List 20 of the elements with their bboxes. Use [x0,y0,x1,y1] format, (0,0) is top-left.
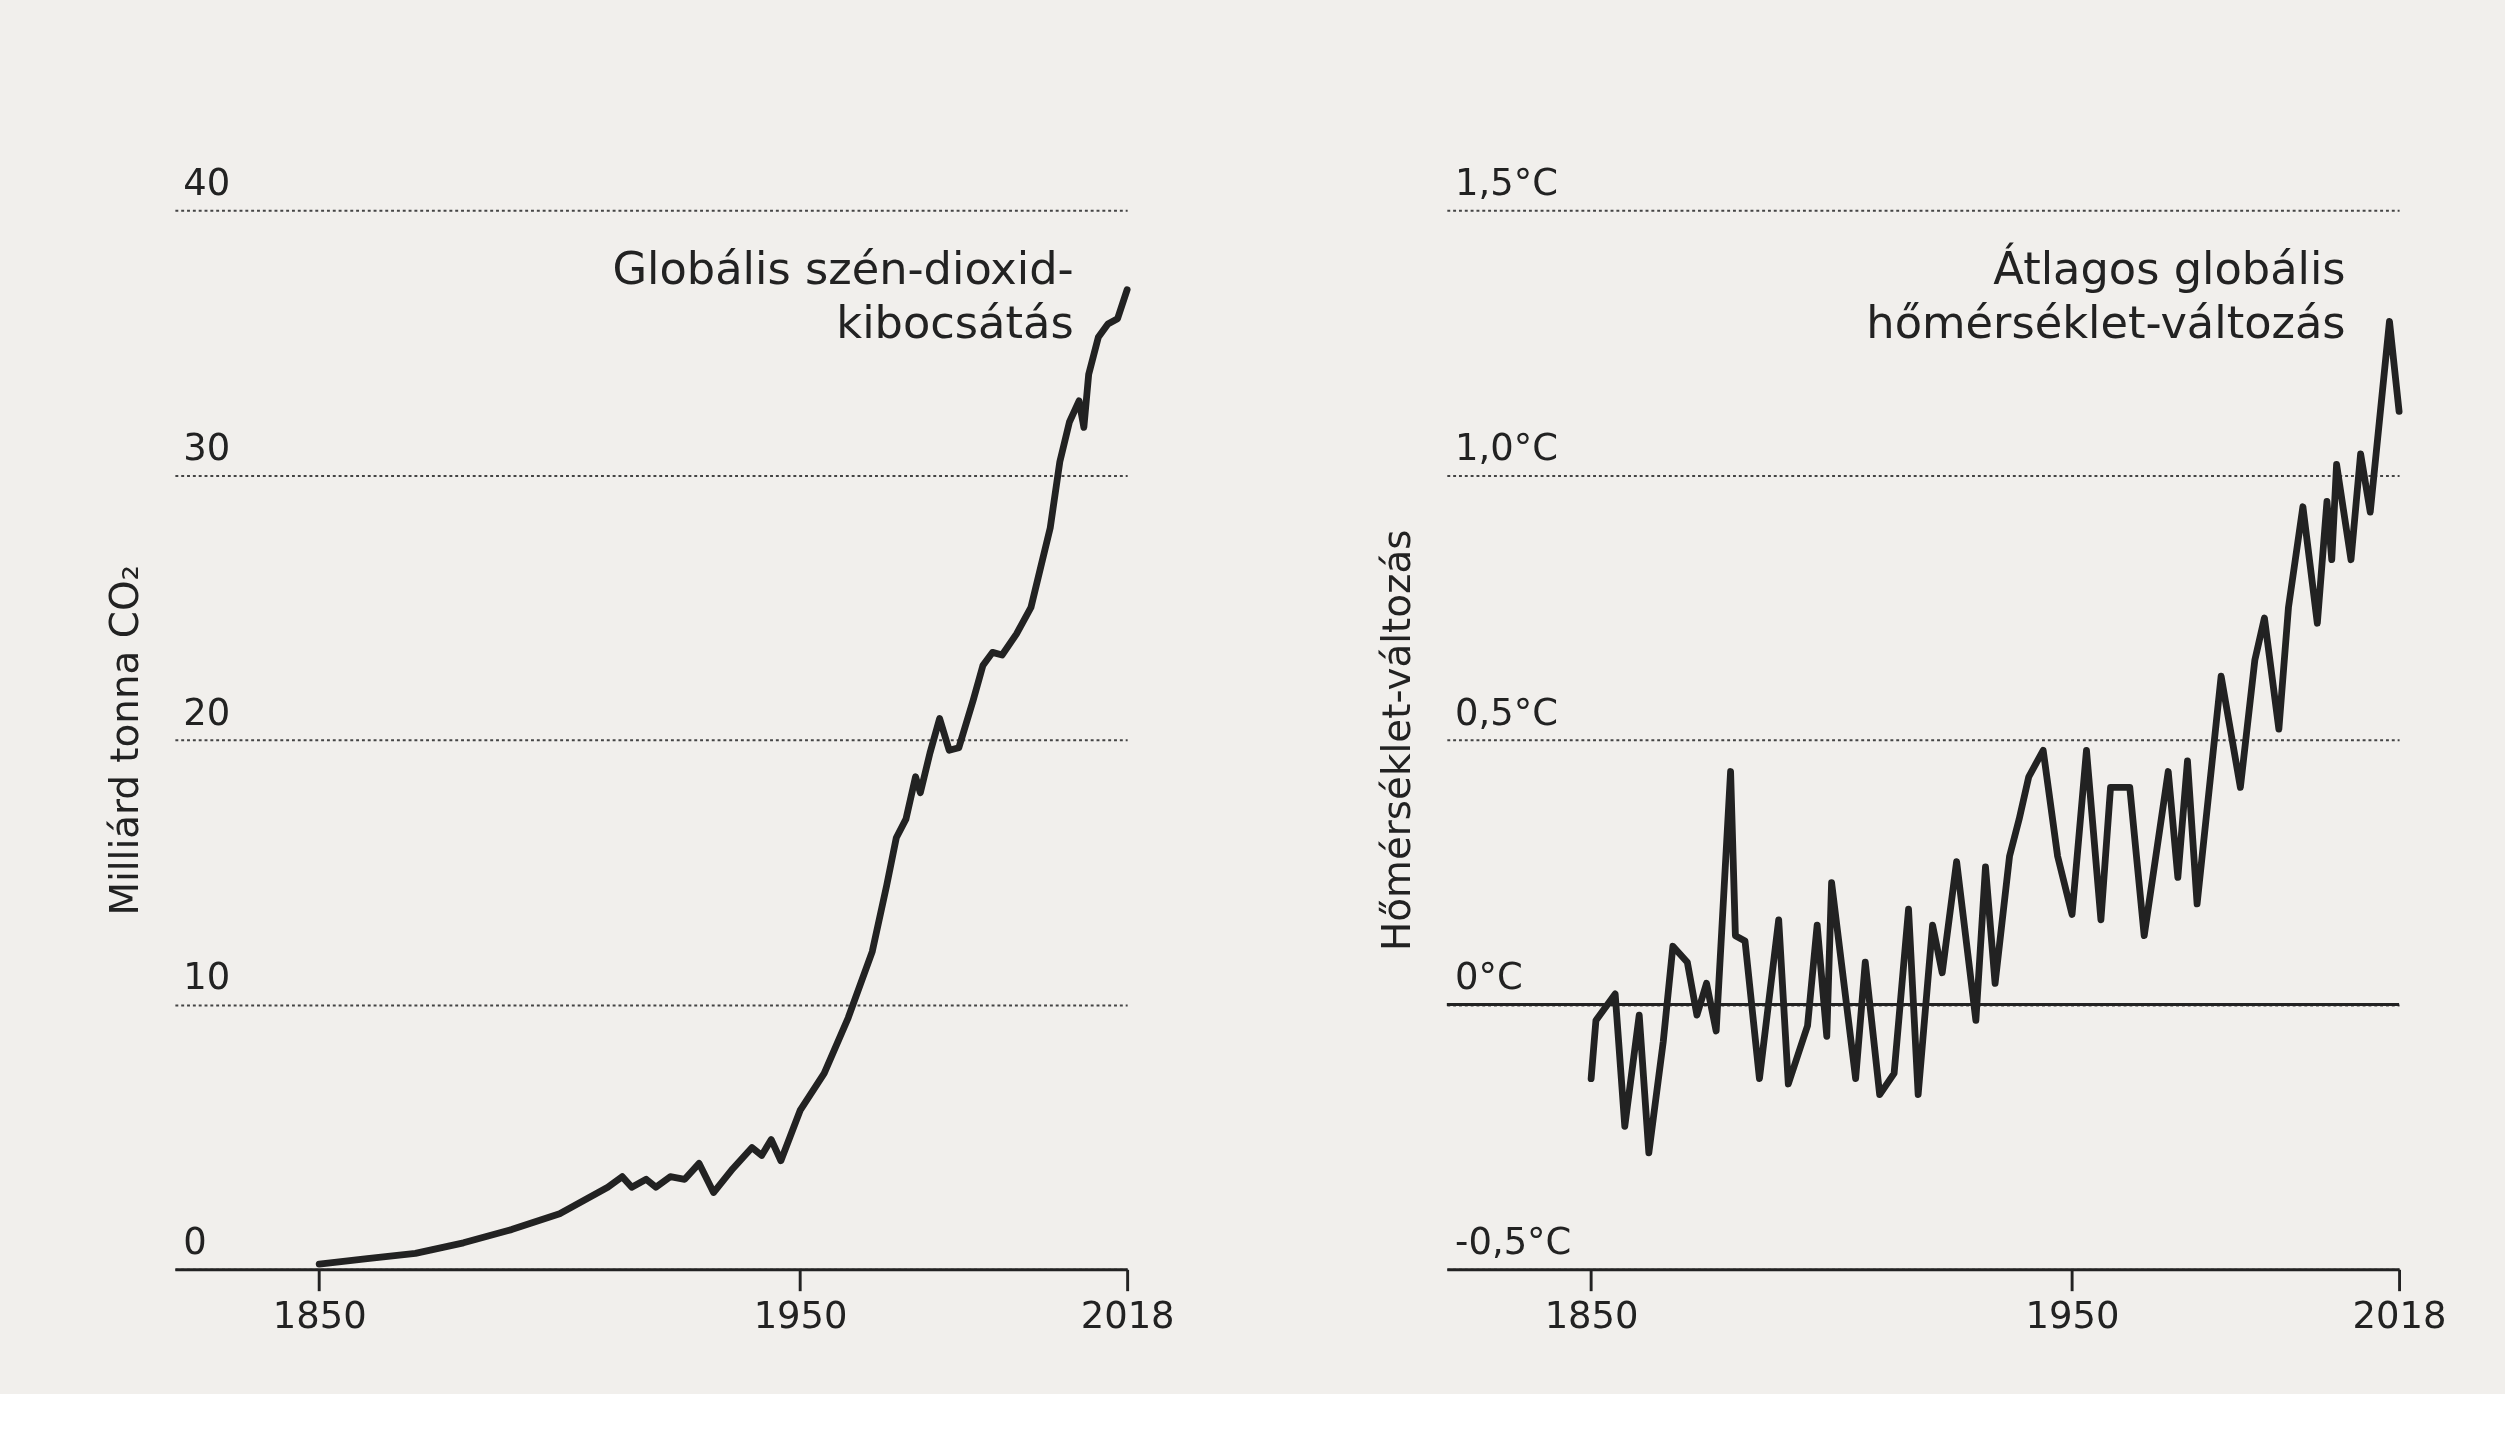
y-axis-title: Hőmérséklet-változás [1374,529,1420,951]
y-tick-label: 0,5°C [1455,690,1559,734]
y-tick-label: 0°C [1455,955,1523,999]
y-tick-label: 20 [183,690,231,734]
y-tick-label: 10 [183,955,231,999]
y-tick-label: 0 [183,1220,207,1264]
y-tick-label: 30 [183,425,231,469]
y-axis-title: Milliárd tonna CO₂ [102,564,148,916]
x-tick-label: 2018 [1080,1294,1175,1338]
y-tick-label: 1,5°C [1455,161,1559,205]
x-tick-label: 1950 [753,1294,848,1338]
series-label: Globális szén-dioxid-kibocsátás [612,243,1074,350]
y-tick-label: 40 [183,161,231,205]
x-tick-label: 1850 [1544,1294,1639,1338]
x-tick-label: 2018 [2352,1294,2447,1338]
series-label: Átlagos globális hőmérséklet-változás [1866,242,2346,350]
y-tick-label: 1,0°C [1455,425,1559,469]
y-tick-label: -0,5°C [1455,1220,1572,1264]
x-tick-label: 1950 [2025,1294,2120,1338]
x-tick-label: 1850 [272,1294,367,1338]
